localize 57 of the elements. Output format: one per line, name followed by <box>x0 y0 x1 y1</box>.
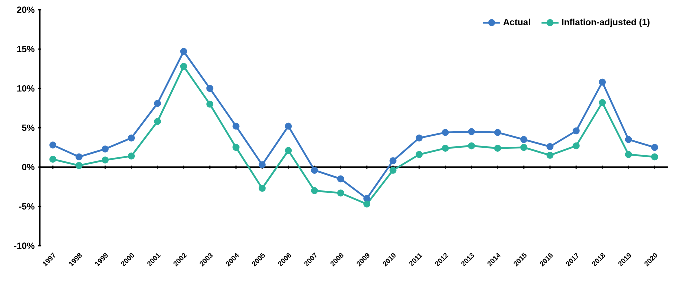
point <box>390 158 397 165</box>
point <box>390 166 397 174</box>
point <box>206 100 214 108</box>
point <box>128 134 136 142</box>
point <box>50 156 57 163</box>
legend-label: Actual <box>504 18 530 26</box>
point <box>180 63 188 70</box>
point <box>232 144 240 152</box>
point <box>546 152 554 160</box>
point <box>337 190 344 197</box>
y-tick-label: 10% <box>18 85 35 92</box>
point <box>154 100 162 108</box>
point <box>337 176 344 183</box>
legend-label: Inflation-adjusted (1) <box>562 18 650 28</box>
point <box>50 142 57 149</box>
point <box>651 154 658 161</box>
y-tick-label: 0% <box>22 164 35 171</box>
point <box>258 185 266 192</box>
point <box>364 195 371 202</box>
point <box>625 136 632 144</box>
y-tick-label: -5% <box>19 203 35 210</box>
point <box>468 128 476 136</box>
point <box>258 161 266 168</box>
point <box>520 144 528 152</box>
y-tick-label: -10% <box>14 242 35 250</box>
point <box>364 200 371 208</box>
point <box>520 136 528 144</box>
point <box>625 151 632 158</box>
point <box>180 48 188 56</box>
point <box>599 78 606 86</box>
point <box>416 151 423 158</box>
point <box>128 152 136 160</box>
point <box>546 143 554 150</box>
point <box>494 144 502 152</box>
point <box>154 118 162 126</box>
point <box>442 144 450 152</box>
point <box>285 147 292 154</box>
point <box>76 154 83 161</box>
point <box>468 142 476 150</box>
point <box>599 99 606 106</box>
point <box>494 129 502 136</box>
point <box>311 187 318 194</box>
point <box>102 156 109 164</box>
y-tick-label: 20% <box>17 6 35 14</box>
point <box>206 85 214 92</box>
y-tick-label: 5% <box>22 124 35 132</box>
point <box>232 122 240 130</box>
point <box>102 146 109 153</box>
point <box>311 166 318 174</box>
point <box>651 144 658 152</box>
point <box>572 142 580 150</box>
point <box>416 134 423 142</box>
point <box>285 122 292 130</box>
point <box>442 129 450 136</box>
point <box>572 128 580 135</box>
point <box>76 162 83 170</box>
y-tick-label: 15% <box>18 46 35 53</box>
